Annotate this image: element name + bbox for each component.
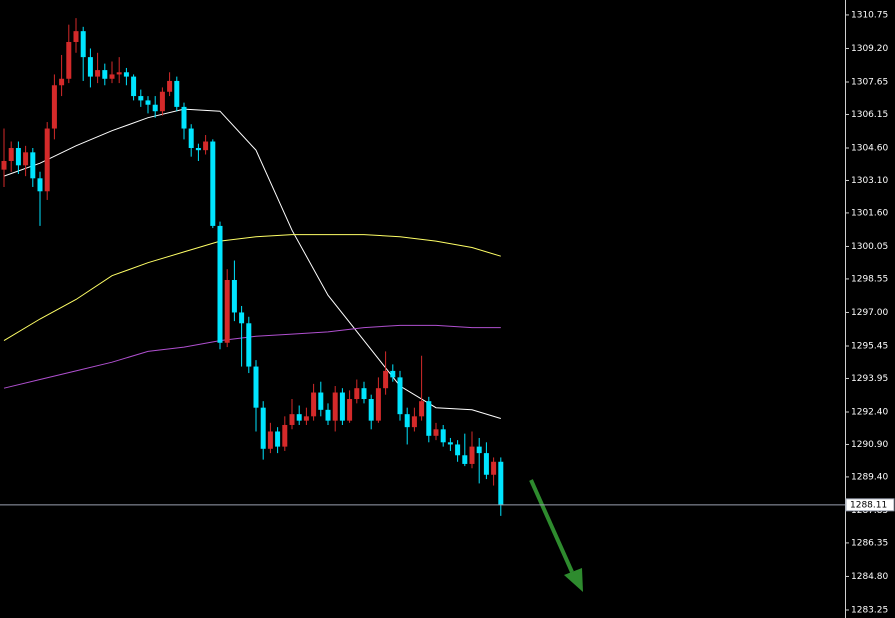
candle-body (37, 178, 43, 192)
trend-arrow (529, 479, 583, 592)
candle-body (210, 141, 216, 226)
candle-body (217, 225, 223, 343)
candle-body (440, 429, 446, 443)
candle-body (491, 461, 497, 475)
y-tick-label: 1289.40 (851, 472, 888, 482)
candle-body (311, 392, 317, 417)
candle-body (109, 74, 115, 79)
candle-body (426, 401, 432, 436)
y-tick-label: 1310.75 (851, 10, 888, 20)
last-price-label: 1288.11 (850, 500, 887, 510)
candle-body (87, 57, 93, 77)
candle-body (498, 461, 504, 505)
candle-body (80, 31, 86, 58)
candle-body (325, 409, 331, 421)
y-tick-label: 1293.95 (851, 374, 888, 384)
candle-body (239, 312, 245, 324)
y-tick-label: 1286.35 (851, 538, 888, 548)
y-tick-label: 1297.00 (851, 308, 888, 318)
y-tick-label: 1306.15 (851, 110, 888, 120)
candle-body (267, 431, 273, 449)
candle-body (455, 444, 461, 456)
candle-body (419, 401, 425, 417)
y-tick-label: 1303.10 (851, 176, 888, 186)
y-tick-label: 1298.55 (851, 274, 888, 284)
candle-body (289, 414, 295, 425)
candle-body (375, 388, 381, 421)
candle-body (318, 392, 324, 410)
y-tick-label: 1292.40 (851, 408, 888, 418)
candle-body (116, 72, 122, 75)
candle-body (361, 388, 367, 400)
y-tick-label: 1307.65 (851, 78, 888, 88)
y-tick-label: 1309.20 (851, 44, 888, 54)
candle-body (275, 431, 281, 447)
y-tick-label: 1284.80 (851, 572, 888, 582)
candle-body (260, 407, 266, 449)
candle-body (462, 455, 468, 464)
candle-body (44, 128, 50, 192)
candle-body (282, 424, 288, 447)
candle-body (131, 76, 137, 97)
candle-body (23, 152, 29, 166)
candle-body (138, 96, 144, 101)
candle-body (102, 70, 108, 79)
moving-average (3, 234, 501, 342)
candle-body (123, 72, 129, 77)
candle-body (59, 78, 65, 86)
candle-body (167, 80, 173, 92)
candle-body (253, 366, 259, 408)
candle-body (476, 446, 482, 454)
candle-body (95, 70, 101, 77)
y-tick-label: 1283.25 (851, 605, 888, 615)
candle-body (383, 370, 389, 389)
candle-body (246, 323, 252, 367)
candle-body (433, 429, 439, 436)
candle-body (174, 80, 180, 107)
candle-body (354, 388, 360, 400)
candle-body (447, 442, 453, 445)
arrow-head (564, 568, 583, 592)
y-tick-label: 1300.05 (851, 242, 888, 252)
candle-body (390, 370, 396, 378)
candle-body (181, 106, 187, 129)
y-tick-label: 1290.90 (851, 440, 888, 450)
candle-body (203, 141, 209, 151)
candle-body (195, 148, 201, 151)
candle-body (332, 392, 338, 421)
last-price-box (845, 498, 895, 512)
y-tick-label: 1295.45 (851, 342, 888, 352)
candle-body (188, 128, 194, 149)
candle-body (145, 100, 151, 105)
candle-body (347, 399, 353, 421)
candle-body (231, 280, 237, 313)
candle-body (8, 148, 14, 161)
candle-body (404, 414, 410, 428)
candle-body (296, 414, 302, 421)
candle-body (303, 416, 309, 421)
candle-body (368, 399, 374, 421)
candle-body (224, 280, 230, 343)
candle-body (469, 446, 475, 464)
candle-body (411, 416, 417, 428)
moving-average (3, 324, 501, 389)
candle-body (397, 377, 403, 415)
candle-body (66, 41, 72, 79)
candle-body (73, 31, 79, 42)
moving-average (3, 108, 501, 419)
candle-body (15, 148, 21, 166)
y-tick-label: 1304.60 (851, 144, 888, 154)
candle-body (483, 453, 489, 475)
candle-body (30, 152, 36, 179)
candle-body (152, 104, 158, 112)
candle-body (339, 392, 345, 421)
candle-body (51, 85, 57, 129)
candle-body (1, 160, 7, 170)
arrow-shaft (529, 479, 574, 573)
y-tick-label: 1301.60 (851, 208, 888, 218)
candle-body (159, 91, 165, 112)
